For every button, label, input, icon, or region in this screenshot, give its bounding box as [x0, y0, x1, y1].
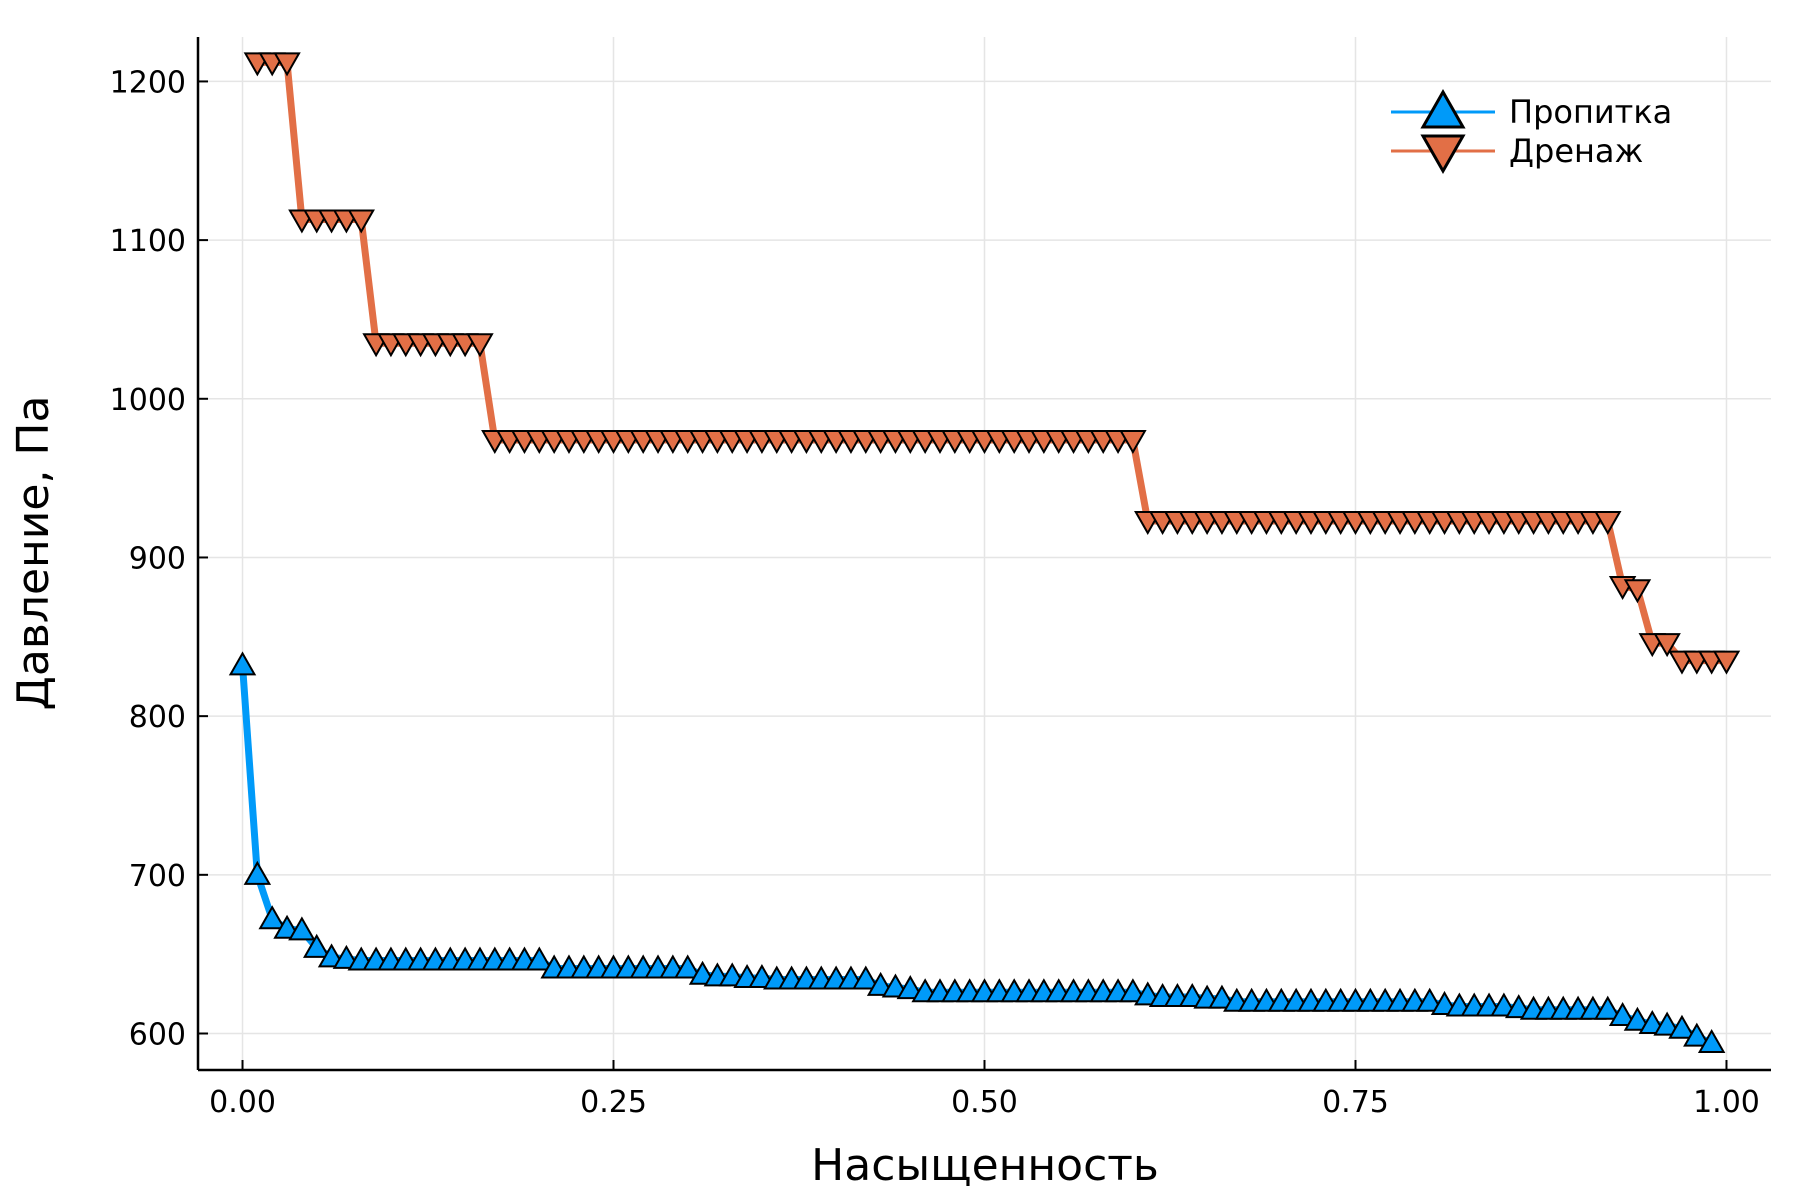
y-tick-label: 800 [129, 700, 186, 735]
marker [1608, 1002, 1637, 1027]
legend-marker [1420, 134, 1466, 175]
marker [243, 860, 272, 885]
marker [1712, 650, 1741, 675]
marker [1623, 579, 1652, 604]
series-line [257, 58, 1727, 665]
x-tick-label: 0.25 [580, 1085, 647, 1120]
marker [1415, 987, 1444, 1012]
marker [673, 954, 702, 979]
marker [1119, 430, 1147, 455]
marker [347, 209, 375, 234]
y-tick-label: 700 [129, 859, 186, 894]
legend-label: Дренаж [1509, 132, 1643, 170]
legend-label: Пропитка [1509, 93, 1672, 131]
marker [1668, 1014, 1696, 1039]
marker [1594, 510, 1622, 535]
marker [466, 333, 494, 358]
marker [228, 651, 257, 676]
y-tick-label: 1200 [110, 65, 186, 100]
legend-marker [1420, 88, 1466, 129]
y-tick-label: 600 [129, 1018, 186, 1053]
marker [1594, 995, 1622, 1020]
marker [852, 965, 880, 990]
series-line [239, 665, 1714, 1047]
marker [288, 916, 316, 941]
x-tick-label: 0.00 [209, 1085, 276, 1120]
marker [258, 905, 286, 930]
marker [302, 933, 331, 958]
marker [1653, 1011, 1681, 1036]
x-axis-label: Насыщенность [811, 1140, 1159, 1191]
marker [1208, 984, 1236, 1009]
y-tick-label: 1100 [110, 224, 186, 259]
y-axis-label: Давление, Па [8, 396, 59, 711]
marker [1653, 633, 1681, 658]
x-tick-label: 0.50 [951, 1085, 1018, 1120]
y-tick-label: 1000 [110, 383, 186, 418]
marker [525, 946, 554, 971]
y-tick-label: 900 [129, 541, 186, 576]
marker [1623, 1006, 1652, 1031]
marker [1119, 978, 1147, 1003]
x-tick-label: 1.00 [1693, 1085, 1760, 1120]
marker [1683, 1022, 1711, 1047]
marker [896, 975, 925, 1000]
marker [1697, 1029, 1726, 1054]
x-tick-label: 0.75 [1322, 1085, 1389, 1120]
marker [273, 52, 301, 77]
